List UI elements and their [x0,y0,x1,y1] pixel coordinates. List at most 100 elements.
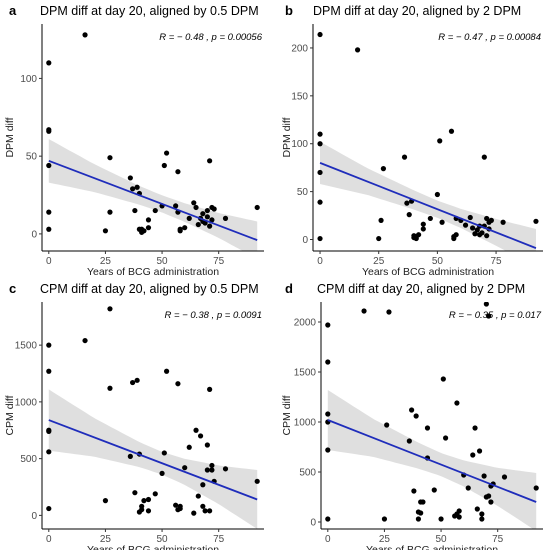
data-point [46,128,52,134]
data-point [177,505,183,512]
data-point [132,207,138,214]
y-tick-label: 0 [310,518,316,529]
data-point [107,209,113,215]
data-point [107,155,113,161]
data-point [483,302,489,307]
data-point [207,223,213,229]
x-axis-title: Years of BCG administration [87,544,219,550]
data-point [127,453,133,459]
data-point [533,485,539,491]
data-point [152,207,158,214]
panel-letter: b [285,3,293,18]
data-point [474,506,480,512]
data-point [46,505,52,512]
data-point [46,162,52,169]
data-point [481,473,487,479]
panel-letter: a [9,3,17,18]
data-point [204,214,210,220]
data-point [384,422,390,428]
data-point [207,158,213,164]
data-point [173,203,179,209]
data-point [420,499,426,505]
plot-area [325,302,539,529]
data-point [354,47,361,53]
data-point [484,233,490,239]
data-point [474,227,480,233]
data-point [195,221,201,228]
data-point [134,184,140,190]
y-tick-label: 1500 [15,341,38,352]
data-point [439,219,445,225]
data-point [182,225,188,231]
y-tick-label: 50 [297,187,309,198]
data-point [442,435,449,441]
data-point [204,207,210,214]
data-point [102,228,109,234]
data-point [479,230,485,236]
correlation-label: R = − 0.38 , p = 0.0091 [165,310,262,321]
data-point [161,450,167,456]
panel-a: a DPM diff at day 20, aligned by 0.5 DPM 0… [4,3,264,278]
data-point [202,508,208,514]
data-point [465,485,471,491]
confidence-band [327,390,537,529]
data-point [488,217,494,223]
panel-letter: c [9,281,16,296]
y-axis-title: CPM diff [4,395,16,435]
data-point [404,200,410,206]
correlation-label: R = − 0.35 , p = 0.017 [449,310,542,321]
data-point [200,211,206,217]
x-axis-title: Years of BCG administration [87,266,219,278]
data-point [500,219,506,225]
data-point [317,235,323,242]
y-axis-title: CPM diff [281,395,293,435]
data-point [381,516,388,522]
y-tick-label: 0 [302,235,308,246]
data-point [420,226,426,232]
panel-letter: d [285,281,293,296]
data-point [107,306,113,312]
x-tick-label: 0 [46,256,52,267]
data-point [325,516,331,522]
data-point [456,508,462,514]
data-point [479,516,485,522]
x-tick-label: 25 [379,534,391,545]
data-point [107,385,113,391]
confidence-band [48,139,258,251]
data-point [411,488,417,494]
y-tick-label: 1000 [15,397,38,408]
data-point [211,206,217,212]
data-point [175,169,181,175]
correlation-label: R = − 0.47 , p = 0.00084 [438,32,541,43]
panel-b: b DPM diff at day 20, aligned by 2 DPM 0 25… [281,3,543,278]
panel-c: c CPM diff at day 20, aligned by 0.5 DPM 0… [4,281,264,550]
data-point [317,199,323,205]
y-tick-label: 100 [291,139,308,150]
y-tick-label: 50 [26,152,38,163]
data-point [254,204,260,211]
data-point [127,175,133,181]
data-point [132,490,138,496]
x-tick-label: 50 [435,534,447,545]
x-tick-label: 75 [490,256,502,267]
data-point [200,503,206,509]
data-point [207,508,213,514]
data-point [454,400,460,406]
data-point [386,309,392,315]
data-point [46,60,52,66]
data-point [82,337,88,344]
x-axis-title: Years of BCG administration [366,544,498,550]
data-point [427,215,433,222]
data-point [209,217,215,223]
data-point [479,511,485,517]
data-point [161,162,167,169]
data-point [317,131,323,137]
data-point [130,186,136,192]
data-point [418,510,424,516]
x-tick-label: 0 [317,256,323,267]
data-point [197,433,204,439]
data-point [46,428,52,434]
data-point [380,166,387,172]
x-tick-label: 25 [100,256,112,267]
data-point [145,496,152,503]
